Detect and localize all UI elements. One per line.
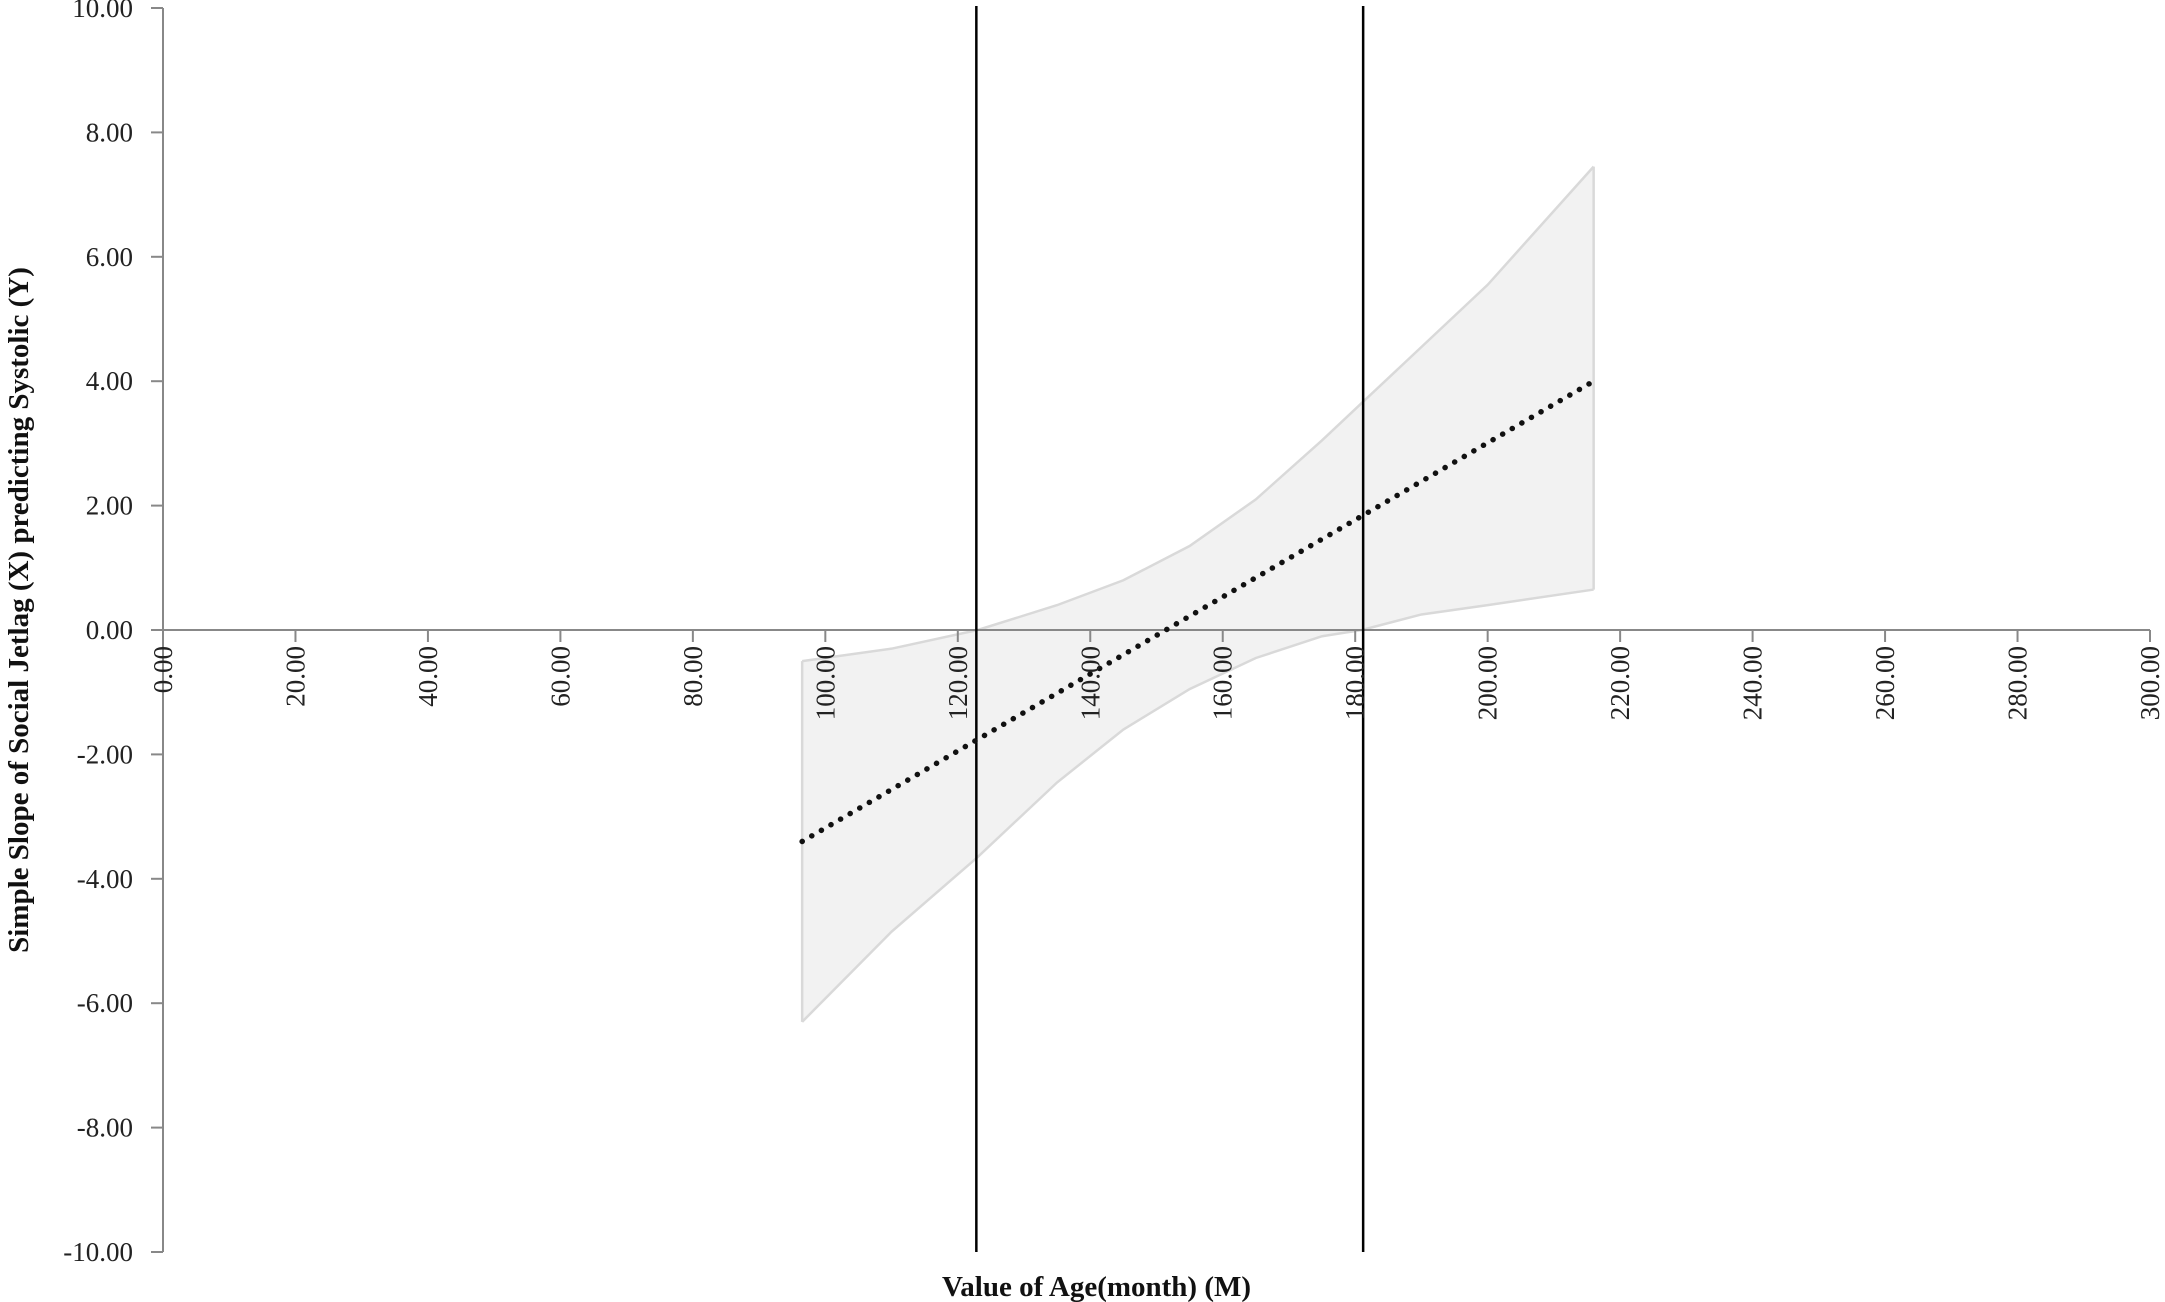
lower-bound-line bbox=[801, 588, 1594, 1023]
x-tick-label: 60.00 bbox=[545, 646, 575, 707]
upper-bound-line bbox=[801, 165, 1595, 663]
y-tick-label: 10.00 bbox=[72, 0, 133, 23]
y-tick-label: 2.00 bbox=[86, 491, 133, 521]
x-tick-label: 40.00 bbox=[413, 646, 443, 707]
x-tick-label: 20.00 bbox=[280, 646, 310, 707]
y-tick-label: 4.00 bbox=[86, 366, 133, 396]
y-tick-label: -10.00 bbox=[63, 1237, 133, 1267]
x-tick-label: 100.00 bbox=[810, 646, 840, 720]
y-tick-label: -8.00 bbox=[77, 1113, 133, 1143]
y-tick-label: -4.00 bbox=[77, 864, 133, 894]
x-tick-label: 180.00 bbox=[1340, 646, 1370, 720]
x-tick-label: 120.00 bbox=[943, 646, 973, 720]
y-tick-label: -6.00 bbox=[77, 988, 133, 1018]
x-tick-label: 0.00 bbox=[148, 646, 178, 693]
x-tick-label: 140.00 bbox=[1075, 646, 1105, 720]
y-tick-label: 0.00 bbox=[86, 615, 133, 645]
x-tick-label: 260.00 bbox=[1870, 646, 1900, 720]
x-tick-label: 300.00 bbox=[2135, 646, 2165, 720]
x-tick-label: 220.00 bbox=[1605, 646, 1635, 720]
tick-labels: 10.00 8.00 6.00 4.00 2.00 0.00 -2.00 -4.00 -6.00… bbox=[63, 0, 2165, 1267]
x-tick-label: 240.00 bbox=[1738, 646, 1768, 720]
y-axis-title: Simple Slope of Social Jetlag (X) predic… bbox=[3, 267, 35, 953]
axes bbox=[151, 7, 2151, 1253]
simple-slope-line bbox=[799, 378, 1597, 845]
x-tick-label: 160.00 bbox=[1208, 646, 1238, 720]
y-tick-label: 8.00 bbox=[86, 117, 133, 147]
confidence-band-area bbox=[802, 166, 1594, 1022]
y-tick-label: -2.00 bbox=[77, 739, 133, 769]
y-tick-label: 6.00 bbox=[86, 242, 133, 272]
confidence-band bbox=[800, 165, 1595, 1023]
significance-lines bbox=[975, 6, 1365, 1252]
x-tick-label: 80.00 bbox=[678, 646, 708, 707]
x-axis-title: Value of Age(month) (M) bbox=[942, 1271, 1251, 1302]
series-layer bbox=[799, 378, 1597, 845]
x-tick-label: 200.00 bbox=[1473, 646, 1503, 720]
x-tick-label: 280.00 bbox=[2003, 646, 2033, 720]
